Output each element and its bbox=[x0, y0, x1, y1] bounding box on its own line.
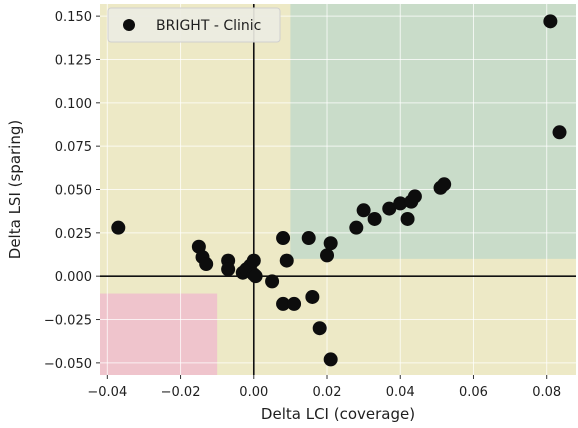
data-points bbox=[111, 14, 567, 367]
data-point bbox=[437, 177, 452, 192]
data-point bbox=[543, 14, 558, 29]
legend-marker bbox=[123, 19, 135, 31]
legend-label: BRIGHT - Clinic bbox=[156, 18, 261, 34]
x-axis-ticks: −0.04 −0.02 0.00 0.02 0.04 0.06 0.08 bbox=[87, 375, 561, 400]
x-tick-label: 0.00 bbox=[239, 385, 268, 400]
y-tick-label: 0.025 bbox=[55, 227, 92, 242]
data-point bbox=[320, 248, 335, 263]
x-tick-label: 0.02 bbox=[313, 385, 342, 400]
y-axis-label: Delta LSI (sparing) bbox=[6, 120, 24, 259]
legend-box bbox=[107, 7, 281, 43]
data-point bbox=[265, 274, 280, 289]
data-point bbox=[349, 220, 364, 235]
x-tick-label: 0.08 bbox=[532, 385, 561, 400]
y-tick-label: 0.100 bbox=[55, 97, 92, 112]
y-tick-label: −0.025 bbox=[44, 314, 92, 329]
y-axis-ticks: −0.050 −0.025 0.000 0.025 0.050 0.075 0.100 0.1… bbox=[44, 10, 100, 372]
data-point bbox=[393, 196, 408, 211]
data-point bbox=[323, 236, 338, 251]
data-point bbox=[276, 296, 291, 311]
data-point bbox=[305, 289, 320, 304]
x-tick-label: 0.06 bbox=[459, 385, 488, 400]
data-point bbox=[279, 253, 294, 268]
reference-lines bbox=[100, 4, 576, 375]
grid-lines bbox=[100, 4, 576, 375]
data-point bbox=[382, 201, 397, 216]
data-point bbox=[407, 189, 422, 204]
y-tick-label: 0.000 bbox=[55, 270, 92, 285]
pink-region bbox=[100, 293, 218, 375]
green-region bbox=[290, 4, 576, 259]
x-tick-label: −0.02 bbox=[161, 385, 201, 400]
data-point bbox=[287, 296, 302, 311]
data-point bbox=[111, 220, 126, 235]
y-tick-label: 0.125 bbox=[55, 53, 92, 68]
y-tick-label: 0.150 bbox=[55, 10, 92, 25]
data-point bbox=[400, 211, 415, 226]
data-point bbox=[221, 262, 236, 277]
legend: BRIGHT - Clinic bbox=[107, 7, 281, 43]
data-point bbox=[356, 203, 371, 218]
x-tick-label: 0.04 bbox=[386, 385, 415, 400]
data-point bbox=[248, 269, 263, 284]
y-tick-label: −0.050 bbox=[44, 357, 92, 372]
shaded-regions bbox=[100, 4, 576, 375]
y-tick-label: 0.075 bbox=[55, 140, 92, 155]
data-point bbox=[246, 253, 261, 268]
data-point bbox=[301, 231, 316, 246]
data-point bbox=[276, 231, 291, 246]
data-point bbox=[323, 352, 338, 367]
x-axis-label: Delta LCI (coverage) bbox=[261, 405, 415, 423]
data-point bbox=[367, 211, 382, 226]
y-tick-label: 0.050 bbox=[55, 184, 92, 199]
x-tick-label: −0.04 bbox=[87, 385, 127, 400]
data-point bbox=[199, 257, 214, 272]
data-point bbox=[312, 321, 327, 336]
data-point bbox=[552, 125, 567, 140]
